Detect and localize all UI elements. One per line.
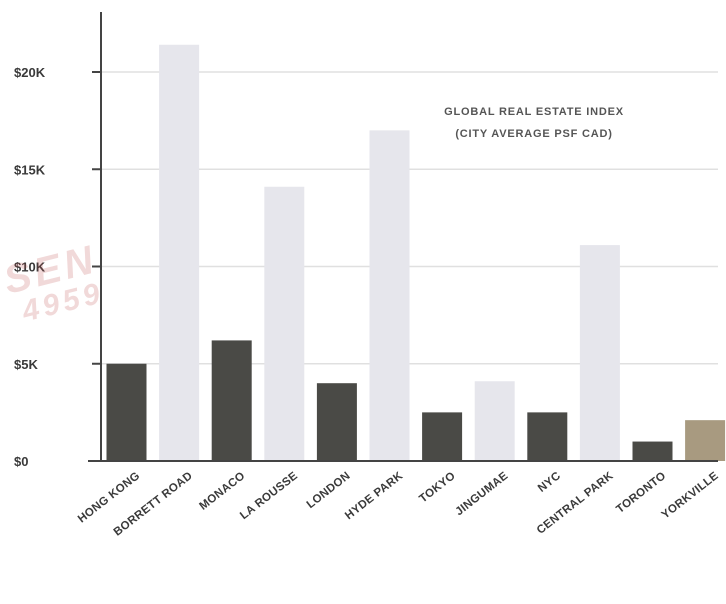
x-tick-label: LONDON: [305, 470, 353, 511]
bar-hyde-park: [369, 130, 410, 461]
bar-hong-kong: [106, 363, 147, 461]
x-tick-label: TORONTO: [614, 470, 668, 516]
bar-la-rousse: [264, 186, 305, 461]
x-tick-label: HYDE PARK: [343, 470, 406, 523]
x-tick-label: JINGUMAE: [453, 470, 510, 518]
bar-jingumae: [474, 381, 515, 461]
x-tick-label: NYC: [536, 470, 563, 495]
chart-title-line-2: (CITY AVERAGE PSF CAD): [455, 128, 612, 140]
bar-london: [316, 383, 357, 461]
bar-yorkville: [685, 420, 726, 461]
bar-toronto: [632, 441, 673, 461]
bar-nyc: [527, 412, 568, 461]
bar-borrett-road: [159, 44, 200, 462]
bar-tokyo: [422, 412, 463, 461]
bars: [106, 44, 726, 462]
chart-title-line-1: GLOBAL REAL ESTATE INDEX: [444, 106, 624, 118]
x-tick-label: YORKVILLE: [660, 470, 721, 522]
y-tick-label: $10K: [14, 260, 46, 275]
y-tick-label: $15K: [14, 162, 46, 177]
x-tick-label: MONACO: [197, 470, 247, 513]
x-tick-label: TOKYO: [417, 470, 458, 505]
y-tick-label: $20K: [14, 65, 46, 80]
axes: [88, 12, 718, 462]
y-tick-label: $0: [14, 454, 28, 469]
x-tick-label: LA ROUSSE: [238, 470, 300, 522]
y-tick-label: $5K: [14, 357, 38, 372]
bar-monaco: [211, 340, 252, 461]
bar-central-park: [579, 245, 620, 461]
